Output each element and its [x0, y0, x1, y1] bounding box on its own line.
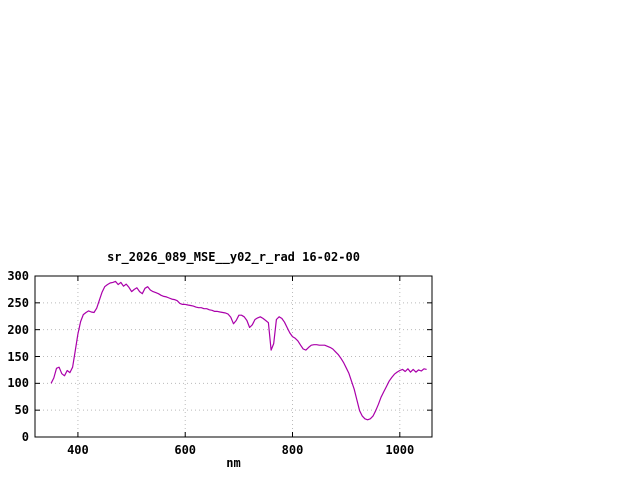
x-tick-label: 600	[174, 443, 197, 457]
y-tick-label: 150	[7, 349, 29, 364]
x-tick-label: 400	[67, 443, 89, 457]
y-tick-label: 300	[7, 269, 29, 283]
plot-border	[34, 275, 433, 438]
x-tick-label: 800	[281, 443, 304, 457]
y-tick-label: 50	[14, 403, 29, 418]
y-tick-label: 250	[7, 295, 29, 310]
y-tick-label: 100	[7, 376, 29, 391]
x-axis-label: nm	[226, 456, 241, 470]
x-tick-label: 1000	[385, 443, 415, 457]
y-tick-label: 0	[21, 430, 29, 444]
data-line	[50, 280, 427, 421]
y-tick-label: 200	[7, 322, 29, 337]
chart-title: sr_2026_089_MSE__y02_r_rad 16-02-00	[107, 250, 360, 264]
